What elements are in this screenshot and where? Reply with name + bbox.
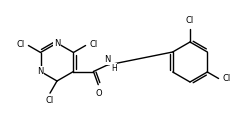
Text: O: O [96,89,103,98]
Text: Cl: Cl [186,16,194,25]
Text: H: H [111,64,117,73]
Text: Cl: Cl [90,40,98,49]
Text: Cl: Cl [16,40,24,49]
Text: Cl: Cl [222,74,231,83]
Text: N: N [54,38,60,48]
Text: Cl: Cl [46,96,54,105]
Text: N: N [104,55,110,64]
Text: N: N [37,67,44,76]
